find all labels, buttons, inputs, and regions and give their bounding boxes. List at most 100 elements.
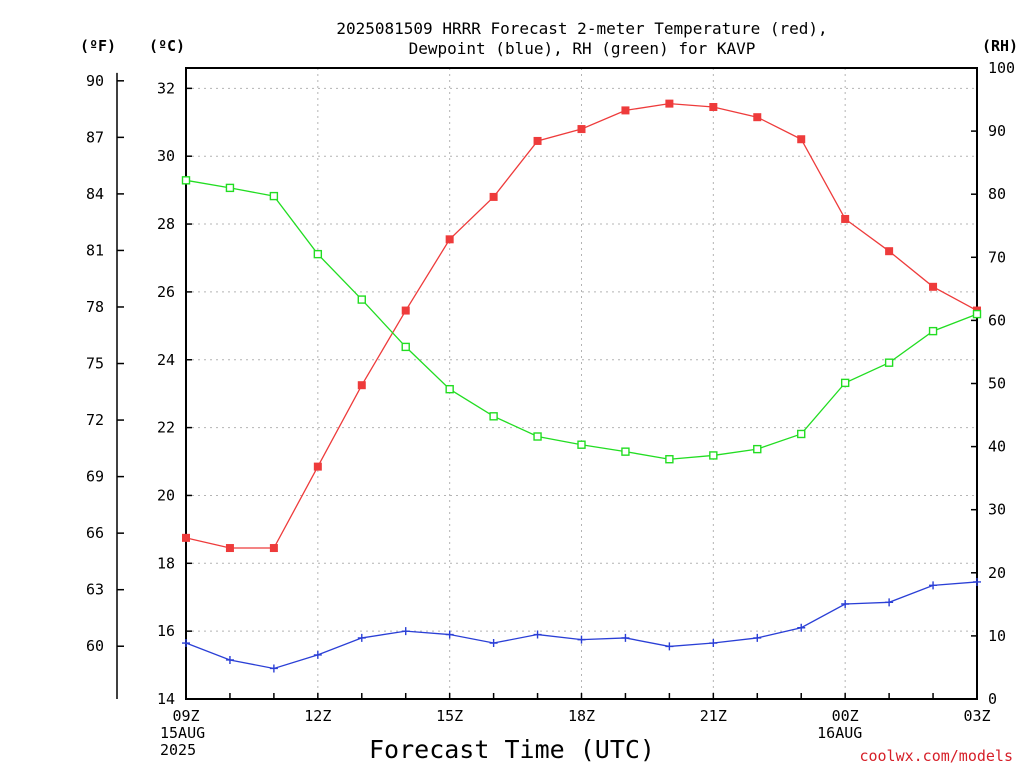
rh-point [269, 191, 279, 201]
x-tick-label: 15Z [436, 707, 463, 725]
rh-tick-label: 100 [988, 59, 1015, 77]
chart-title: 2025081509 HRRR Forecast 2-meter Tempera… [336, 19, 827, 58]
rh-point [884, 358, 894, 367]
dewpoint-point [269, 664, 278, 673]
celsius-tick-label: 32 [157, 79, 175, 97]
rh-point [665, 455, 674, 464]
dewpoint-point [709, 639, 718, 648]
celsius-tick-label: 18 [157, 554, 175, 572]
x-tick-label: 15AUG [160, 724, 205, 742]
temperature-point [753, 113, 762, 122]
series [181, 99, 982, 673]
celsius-unit-label: (ºC) [149, 37, 185, 55]
dewpoint-point [665, 642, 674, 651]
rh-tick-label: 10 [988, 627, 1006, 645]
dewpoint-point [182, 639, 190, 648]
dewpoint-point [929, 581, 938, 590]
grid [186, 68, 977, 699]
x-tick-label: 09Z [172, 707, 199, 725]
rh-tick-label: 90 [988, 122, 1006, 140]
temperature-point [269, 544, 278, 553]
rh-tick-label: 20 [988, 564, 1006, 582]
temperature-point [929, 282, 938, 291]
series-dewpoint [182, 577, 981, 673]
temperature-point [533, 136, 542, 145]
dewpoint-point [357, 633, 366, 642]
temperature-point [445, 235, 454, 244]
rh-point [401, 342, 410, 352]
fahrenheit-tick-label: 90 [86, 72, 104, 90]
celsius-tick-label: 16 [157, 622, 175, 640]
rh-point [840, 378, 850, 388]
temperature-point [357, 381, 366, 390]
rh-point [972, 309, 982, 319]
celsius-tick-label: 30 [157, 147, 175, 165]
rh-point [753, 444, 762, 454]
x-tick-label: 16AUG [817, 724, 862, 742]
temperature-point [885, 247, 894, 256]
x-tick-label: 2025 [160, 741, 196, 759]
rh-point [313, 249, 323, 259]
rh-tick-label: 30 [988, 501, 1006, 519]
dewpoint-point [753, 633, 762, 642]
chart-title-line-2: Dewpoint (blue), RH (green) for KAVP [409, 39, 756, 58]
dewpoint-point [885, 598, 894, 607]
series-temperature [182, 99, 981, 553]
x-tick-label: 21Z [700, 707, 727, 725]
series-rh [181, 176, 982, 464]
rh-point [445, 384, 454, 394]
fahrenheit-tick-label: 78 [86, 298, 104, 316]
rh-tick-label: 0 [988, 690, 997, 708]
rh-point [357, 295, 366, 304]
fahrenheit-tick-label: 87 [86, 128, 104, 146]
fahrenheit-tick-label: 75 [86, 355, 104, 373]
rh-point [709, 451, 718, 460]
dewpoint-point [313, 650, 322, 659]
dewpoint-point [445, 630, 454, 639]
rh-point [928, 326, 938, 336]
rh-point [181, 176, 191, 185]
dewpoint-point [841, 600, 850, 609]
fahrenheit-tick-label: 63 [86, 581, 104, 599]
celsius-tick-label: 24 [157, 351, 175, 369]
rh-point [225, 183, 235, 193]
x-tick-label: 18Z [568, 707, 595, 725]
credit-text: coolwx.com/models [859, 747, 1013, 765]
fahrenheit-tick-label: 72 [86, 411, 104, 429]
temperature-point [401, 306, 410, 315]
dewpoint-point [489, 639, 498, 648]
fahrenheit-tick-label: 66 [86, 524, 104, 542]
rh-tick-label: 70 [988, 248, 1006, 266]
x-axis-label: Forecast Time (UTC) [369, 735, 655, 764]
rh-tick-label: 50 [988, 375, 1006, 393]
fahrenheit-unit-label: (ºF) [80, 37, 116, 55]
temperature-point [621, 106, 630, 115]
temperature-point [841, 214, 850, 223]
temperature-point [709, 103, 718, 112]
rh-point [797, 429, 806, 439]
celsius-tick-label: 26 [157, 283, 175, 301]
dewpoint-point [577, 635, 586, 644]
axes: 60 63 66 69 72 75 78 81 84 87 90 14 16 18 20 22 24 26 28 30… [86, 59, 1015, 759]
dewpoint-point [533, 630, 542, 639]
celsius-tick-label: 22 [157, 419, 175, 437]
rh-unit-label: (RH) [982, 37, 1018, 55]
temperature-point [489, 192, 498, 201]
rh-tick-label: 80 [988, 185, 1006, 203]
dewpoint-point [401, 627, 410, 636]
rh-point [621, 447, 630, 456]
rh-tick-label: 60 [988, 311, 1006, 329]
x-tick-label: 00Z [832, 707, 859, 725]
temperature-point [225, 544, 234, 553]
x-tick-label: 03Z [963, 707, 990, 725]
fahrenheit-tick-label: 84 [86, 185, 104, 203]
dewpoint-point [621, 633, 630, 642]
chart-title-line-1: 2025081509 HRRR Forecast 2-meter Tempera… [336, 19, 827, 38]
rh-point [533, 432, 542, 441]
temperature-point [182, 533, 190, 542]
temperature-point [313, 462, 322, 471]
rh-point [577, 440, 586, 449]
rh-point [489, 412, 498, 421]
temperature-point [577, 125, 586, 134]
celsius-tick-label: 14 [157, 690, 175, 708]
